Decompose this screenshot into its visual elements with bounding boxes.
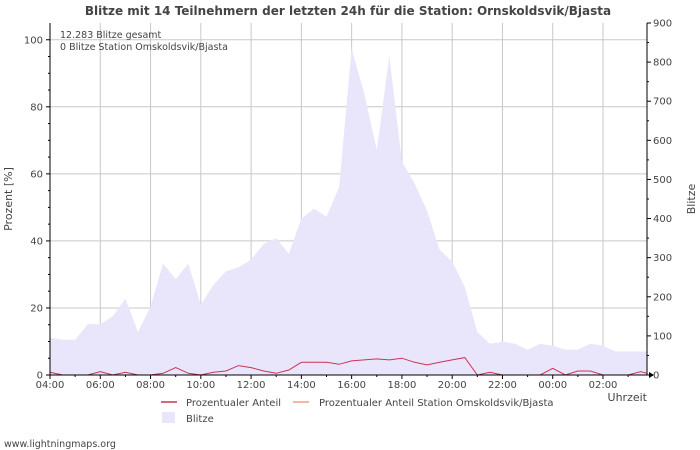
site-watermark: www.lightningmaps.org	[4, 439, 116, 450]
y-right-tick-label: 600	[653, 136, 672, 147]
y-left-tick-label: 40	[30, 236, 43, 247]
chart-title: Blitze mit 14 Teilnehmern der letzten 24…	[85, 4, 611, 18]
y-right-tick-label: 800	[653, 58, 672, 69]
y-left-tick-label: 20	[30, 303, 43, 314]
y-right-tick-label: 0	[653, 371, 659, 382]
y-axis-left-label: Prozent [%]	[2, 167, 15, 231]
legend-swatch-blitze	[162, 412, 175, 423]
legend-label-percent: Prozentualer Anteil	[186, 398, 281, 409]
y-right-tick-label: 900	[653, 19, 672, 30]
x-tick-label: 14:00	[287, 380, 316, 391]
x-axis-arrow	[649, 372, 654, 378]
tick-labels: 0 20 40 60 80 100 0 100 200 300 400 500 600 700 800 900…	[24, 19, 672, 392]
x-tick-label: 12:00	[237, 380, 266, 391]
y-right-tick-label: 700	[653, 97, 672, 108]
legend-label-station: Prozentualer Anteil Station Omskoldsvik/…	[319, 398, 554, 409]
y-right-tick-label: 100	[653, 331, 672, 342]
x-tick-label: 18:00	[388, 380, 417, 391]
y-left-tick-label: 0	[37, 371, 43, 382]
x-tick-label: 02:00	[589, 380, 618, 391]
annotation-station: 0 Blitze Station Omskoldsvik/Bjasta	[60, 42, 228, 53]
y-right-tick-label: 300	[653, 253, 672, 264]
blitze-area	[50, 48, 647, 376]
x-tick-label: 22:00	[488, 380, 517, 391]
x-axis-label: Uhrzeit	[608, 391, 648, 404]
y-right-tick-label: 200	[653, 292, 672, 303]
x-tick-label: 16:00	[337, 380, 366, 391]
y-axis-right-label: Blitze	[685, 184, 698, 215]
y-left-tick-label: 60	[30, 169, 43, 180]
legend: Prozentualer Anteil Prozentualer Anteil …	[161, 398, 554, 425]
y-left-tick-label: 100	[24, 35, 43, 46]
x-tick-label: 00:00	[538, 380, 567, 391]
legend-label-blitze: Blitze	[186, 414, 214, 425]
y-right-tick-label: 400	[653, 214, 672, 225]
x-tick-label: 08:00	[136, 380, 165, 391]
x-tick-label: 06:00	[86, 380, 115, 391]
x-tick-label: 10:00	[186, 380, 215, 391]
x-tick-label: 20:00	[438, 380, 467, 391]
y-left-tick-label: 80	[30, 102, 43, 113]
x-tick-label: 04:00	[36, 380, 65, 391]
y-right-tick-label: 500	[653, 175, 672, 186]
annotation-total: 12.283 Blitze gesamt	[60, 30, 162, 41]
axes	[46, 22, 654, 379]
